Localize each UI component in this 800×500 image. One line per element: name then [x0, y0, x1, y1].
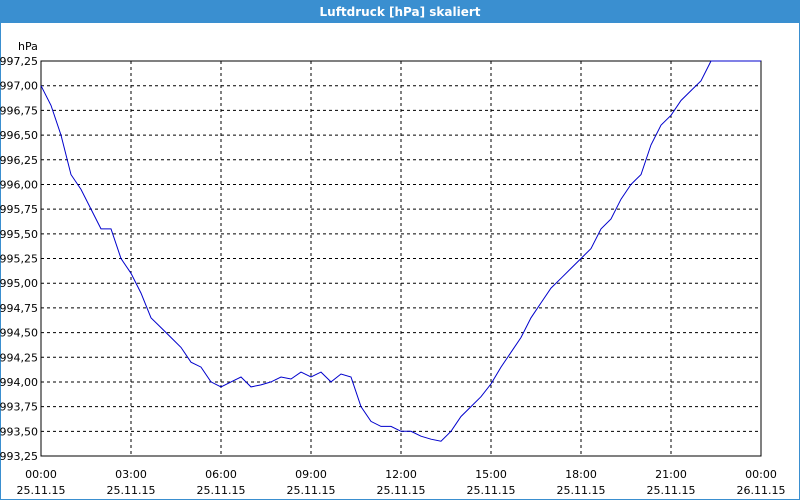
y-tick-label: 996,00: [0, 178, 38, 191]
y-tick-label: 996,75: [0, 104, 38, 117]
x-tick-date-label: 25.11.15: [287, 484, 336, 497]
x-tick-date-label: 25.11.15: [467, 484, 516, 497]
y-axis-unit-label: hPa: [18, 40, 38, 53]
x-tick-time-label: 18:00: [565, 468, 597, 481]
y-tick-label: 997,00: [0, 80, 38, 93]
y-tick-label: 993,25: [0, 450, 38, 463]
x-axis-tick-labels: 00:00 25.11.15 03:00 25.11.15 06:00 25.11.15 0…: [17, 468, 786, 497]
x-tick-date-label: 25.11.15: [647, 484, 696, 497]
y-tick-label: 994,75: [0, 302, 38, 315]
series-line: [40, 60, 761, 442]
y-tick-label: 996,50: [0, 129, 38, 142]
x-tick-time-label: 12:00: [385, 468, 417, 481]
y-tick-label: 994,50: [0, 327, 38, 340]
x-tick-date-label: 25.11.15: [377, 484, 426, 497]
y-tick-label: 993,75: [0, 401, 38, 414]
y-tick-label: 996,25: [0, 154, 38, 167]
y-tick-label: 994,25: [0, 351, 38, 364]
x-tick-time-label: 00:00: [745, 468, 777, 481]
x-tick-date-label: 25.11.15: [17, 484, 66, 497]
x-tick-time-label: 06:00: [205, 468, 237, 481]
x-tick-time-label: 21:00: [655, 468, 687, 481]
y-tick-label: 995,25: [0, 253, 38, 266]
y-tick-label: 997,25: [0, 55, 38, 68]
x-tick-date-label: 25.11.15: [107, 484, 156, 497]
y-tick-label: 993,50: [0, 425, 38, 438]
x-tick-time-label: 00:00: [25, 468, 57, 481]
y-tick-label: 995,50: [0, 228, 38, 241]
x-tick-time-label: 09:00: [295, 468, 327, 481]
window-title: Luftdruck [hPa] skaliert: [1, 1, 799, 23]
plot-frame: [40, 60, 762, 457]
x-tick-time-label: 15:00: [475, 468, 507, 481]
y-tick-label: 994,00: [0, 376, 38, 389]
x-tick-date-label: 26.11.15: [737, 484, 786, 497]
grid-lines: [40, 60, 762, 457]
x-tick-date-label: 25.11.15: [557, 484, 606, 497]
y-tick-label: 995,75: [0, 203, 38, 216]
y-axis-tick-labels: 993,25 993,50 993,75 994,00 994,25 994,50 994,…: [0, 55, 38, 463]
x-tick-time-label: 03:00: [115, 468, 147, 481]
y-tick-label: 995,00: [0, 277, 38, 290]
x-tick-date-label: 25.11.15: [197, 484, 246, 497]
